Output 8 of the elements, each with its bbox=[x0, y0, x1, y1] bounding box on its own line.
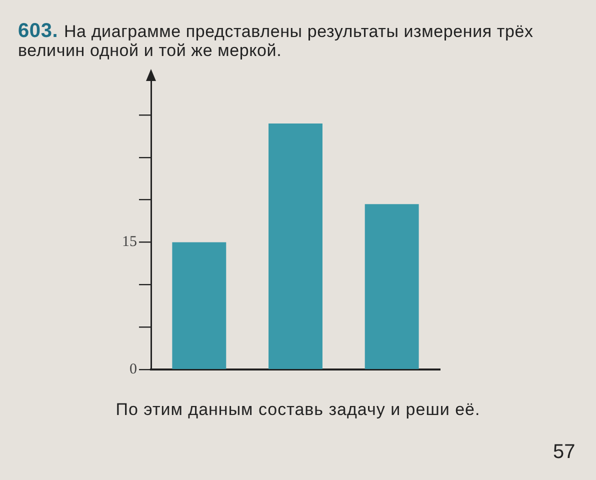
text: 57 bbox=[553, 441, 576, 464]
chart-title: 603. На диаграмме представлены результаты измерения трёх величин одной и той же меркой. bbox=[18, 20, 534, 60]
y-tick-label: 0 bbox=[130, 362, 137, 378]
bar bbox=[268, 123, 322, 369]
y-tick-label: 15 bbox=[122, 234, 137, 250]
bar bbox=[364, 204, 419, 369]
text: По этим данным составь задачу и реши её. bbox=[114, 400, 482, 420]
bar bbox=[172, 242, 226, 369]
